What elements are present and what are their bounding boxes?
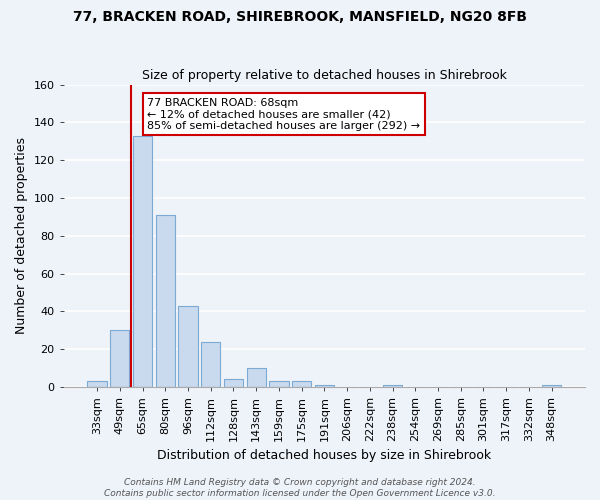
Bar bbox=[314, 385, 334, 387]
Text: 77, BRACKEN ROAD, SHIREBROOK, MANSFIELD, NG20 8FB: 77, BRACKEN ROAD, SHIREBROOK, MANSFIELD,… bbox=[73, 10, 527, 24]
Bar bbox=[292, 382, 311, 387]
Bar bbox=[269, 382, 289, 387]
Bar bbox=[88, 382, 107, 387]
Bar bbox=[247, 368, 266, 387]
Text: Contains HM Land Registry data © Crown copyright and database right 2024.
Contai: Contains HM Land Registry data © Crown c… bbox=[104, 478, 496, 498]
Bar bbox=[133, 136, 152, 387]
Y-axis label: Number of detached properties: Number of detached properties bbox=[15, 138, 28, 334]
Bar bbox=[542, 385, 562, 387]
Bar bbox=[201, 342, 220, 387]
Bar bbox=[224, 380, 243, 387]
Bar bbox=[383, 385, 402, 387]
Bar bbox=[110, 330, 130, 387]
Bar bbox=[178, 306, 197, 387]
X-axis label: Distribution of detached houses by size in Shirebrook: Distribution of detached houses by size … bbox=[157, 450, 491, 462]
Title: Size of property relative to detached houses in Shirebrook: Size of property relative to detached ho… bbox=[142, 69, 507, 82]
Text: 77 BRACKEN ROAD: 68sqm
← 12% of detached houses are smaller (42)
85% of semi-det: 77 BRACKEN ROAD: 68sqm ← 12% of detached… bbox=[147, 98, 420, 131]
Bar bbox=[155, 215, 175, 387]
